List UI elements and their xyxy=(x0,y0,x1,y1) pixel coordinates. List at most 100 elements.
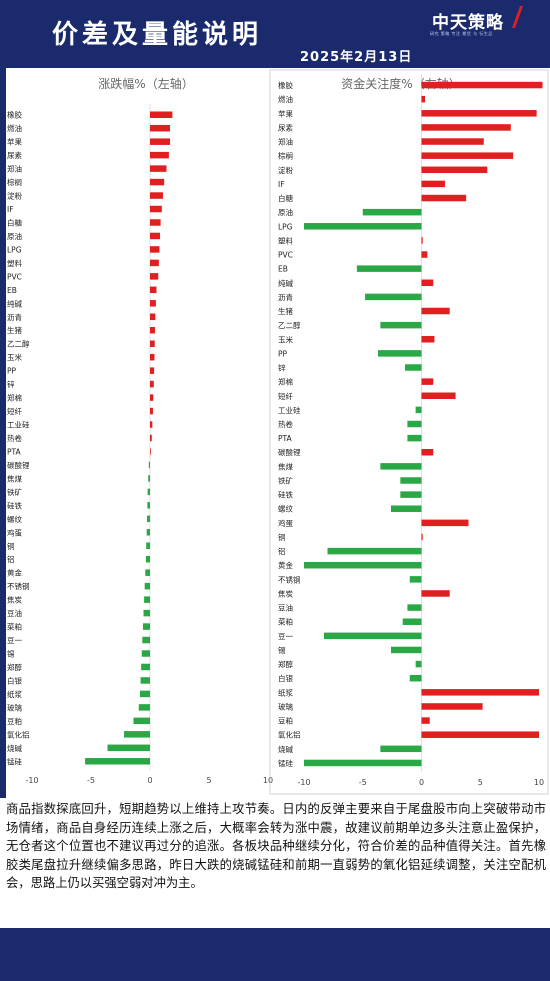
category-label: 烧碱 xyxy=(7,743,22,753)
category-label: 郑棉 xyxy=(7,393,22,403)
x-tick-label: 10 xyxy=(263,776,273,785)
bar xyxy=(142,636,150,644)
bar xyxy=(124,731,150,738)
bar xyxy=(150,205,162,213)
x-tick-label: 5 xyxy=(478,778,483,787)
bar xyxy=(133,717,150,725)
bar xyxy=(150,340,155,347)
category-label: 玻璃 xyxy=(7,702,22,712)
x-tick-label: 0 xyxy=(147,776,152,785)
category-label: 螺纹 xyxy=(7,514,22,524)
bar xyxy=(380,463,422,470)
bar xyxy=(148,475,150,482)
bar xyxy=(150,165,167,172)
bar xyxy=(150,421,153,428)
category-label: 鸡蛋 xyxy=(7,527,22,537)
dual-bar-chart: 涨跌幅%（左轴）橡胶燃油苹果尿素郑油棕榈淀粉IF白糖原油LPG塑料PVCEB纯碱… xyxy=(7,69,549,795)
category-label: 沥青 xyxy=(7,312,22,322)
x-tick-label: 5 xyxy=(206,776,211,785)
category-label: 郑油 xyxy=(7,164,22,174)
category-label: 短纤 xyxy=(7,406,22,416)
category-label: 乙二醇 xyxy=(278,320,301,330)
bar xyxy=(150,273,159,280)
bar xyxy=(150,259,159,267)
bar xyxy=(150,313,156,321)
bar xyxy=(421,194,467,202)
bar xyxy=(146,542,150,550)
bar xyxy=(409,674,422,682)
category-label: 尿素 xyxy=(7,150,22,160)
bar xyxy=(390,505,422,512)
bar xyxy=(421,519,469,527)
bar xyxy=(421,110,537,117)
category-label: 锰硅 xyxy=(278,758,293,768)
bar xyxy=(150,124,171,132)
category-label: EB xyxy=(278,265,288,274)
category-label: 豆油 xyxy=(7,608,22,618)
bar xyxy=(362,208,422,216)
chart-title: 涨跌幅%（左轴） xyxy=(98,76,193,91)
category-label: 玉米 xyxy=(278,334,293,344)
bar xyxy=(145,569,150,576)
category-label: 鸡蛋 xyxy=(278,518,293,528)
bar xyxy=(380,321,422,329)
bar xyxy=(421,124,511,131)
category-label: 氧化铝 xyxy=(7,729,30,739)
category-label: 塑料 xyxy=(278,235,293,245)
bar xyxy=(150,192,163,199)
bar xyxy=(144,596,150,603)
category-label: PTA xyxy=(278,434,293,443)
category-label: LPG xyxy=(7,245,22,254)
category-label: 纯碱 xyxy=(278,278,293,288)
bar xyxy=(141,650,150,657)
category-label: 碳酸锂 xyxy=(278,447,301,457)
chart-panel-1: 资金关注度%（右轴）橡胶燃油苹果尿素郑油棕榈淀粉IF白糖原油LPG塑料PVCEB… xyxy=(269,69,549,795)
category-label: PVC xyxy=(7,272,22,281)
bar xyxy=(150,434,152,442)
category-label: 黄金 xyxy=(7,568,22,578)
bar xyxy=(421,336,435,343)
x-tick-label: -5 xyxy=(87,776,95,785)
category-label: 豆一 xyxy=(7,636,22,645)
bar xyxy=(400,477,422,484)
bar xyxy=(421,392,456,400)
header-banner: 价差及量能说明 2025年2月13日 中天策略 研究 策略 专注 期货 与 衍生… xyxy=(0,0,550,68)
category-label: 淀粉 xyxy=(7,191,22,201)
category-label: 锌 xyxy=(278,363,286,373)
bar xyxy=(150,380,154,388)
category-label: 烧碱 xyxy=(278,744,293,754)
bar xyxy=(415,406,422,414)
bar xyxy=(145,555,150,563)
category-label: 不锈钢 xyxy=(7,581,30,591)
x-tick-label: 0 xyxy=(419,778,424,787)
category-label: 郑棉 xyxy=(278,377,293,387)
category-label: 郑醇 xyxy=(278,659,293,669)
bar xyxy=(380,745,422,753)
category-label: 铁矿 xyxy=(278,475,293,485)
category-label: 淀粉 xyxy=(278,165,293,175)
bar xyxy=(390,646,422,654)
bar xyxy=(421,180,445,188)
category-label: 铜 xyxy=(7,541,15,551)
bar xyxy=(150,448,151,455)
bar xyxy=(421,378,434,385)
bar xyxy=(327,547,422,555)
bar xyxy=(150,219,161,226)
category-label: 纸浆 xyxy=(278,687,293,697)
bar xyxy=(150,232,161,240)
category-label: 铝 xyxy=(7,554,15,564)
category-label: 玻璃 xyxy=(278,701,293,711)
category-label: 铁矿 xyxy=(7,487,22,497)
bar xyxy=(150,178,165,186)
category-label: 橡胶 xyxy=(278,80,293,90)
category-label: PVC xyxy=(278,251,293,260)
category-label: 菜粕 xyxy=(7,622,22,632)
bar xyxy=(148,461,150,469)
category-label: 热卷 xyxy=(278,419,293,429)
category-label: 焦炭 xyxy=(278,588,293,598)
category-label: 工业硅 xyxy=(7,420,30,430)
category-label: 氧化铝 xyxy=(278,730,301,740)
bar xyxy=(421,448,434,456)
category-label: 玉米 xyxy=(7,352,22,362)
bar xyxy=(405,364,422,371)
